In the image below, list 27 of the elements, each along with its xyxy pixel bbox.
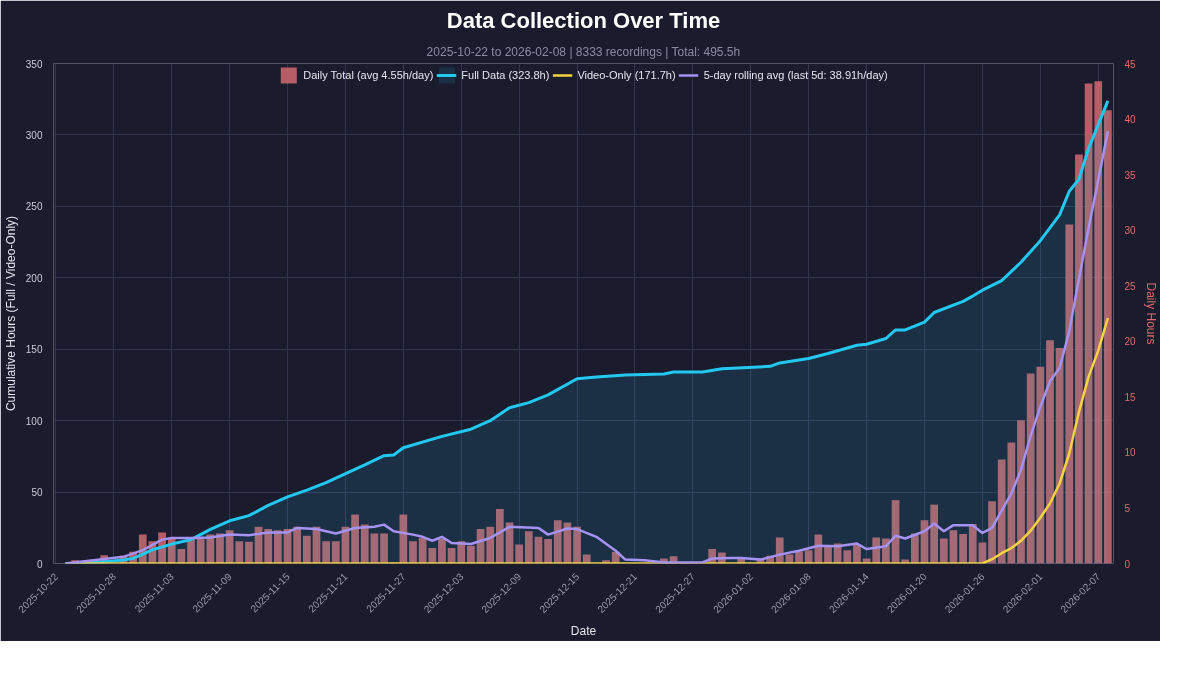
legend-label: 5-day rolling avg (last 5d: 38.91h/day)	[703, 69, 888, 81]
y2-tick-label: 15	[1124, 391, 1137, 403]
y2-tick-label: 10	[1124, 447, 1137, 459]
chart-title: Data Collection Over Time	[446, 7, 721, 33]
y2-tick-label: 25	[1124, 280, 1137, 292]
y2-tick-label: 40	[1124, 114, 1137, 126]
y-tick-label: 300	[25, 129, 43, 141]
chart-subtitle: 2025-10-22 to 2026-02-08 | 8333 recordings | Total: 495.5h	[426, 44, 741, 59]
y-tick-label: 50	[31, 487, 43, 499]
y2-tick-label: 45	[1124, 58, 1137, 70]
y2-tick-label: 5	[1124, 502, 1131, 514]
y-axis-title: Cumulative Hours (Full / Video-Only)	[3, 215, 18, 412]
legend-label: Full Data (323.8h)	[461, 69, 550, 81]
y2-tick-label: 30	[1124, 225, 1137, 237]
y-tick-label: 150	[25, 344, 43, 356]
y-tick-label: 350	[25, 58, 43, 70]
y-tick-label: 0	[36, 558, 43, 570]
legend-label: Video-Only (171.7h)	[577, 69, 676, 81]
y-tick-label: 100	[25, 415, 43, 427]
y2-tick-label: 0	[1124, 558, 1131, 570]
y2-tick-label: 20	[1124, 336, 1137, 348]
y2-tick-label: 35	[1124, 169, 1137, 181]
y2-axis-title: Daily Hours	[1143, 282, 1158, 345]
y-tick-label: 250	[25, 201, 43, 213]
x-axis-title: Date	[570, 624, 597, 639]
y-tick-label: 200	[25, 272, 43, 284]
legend-label: Daily Total (avg 4.55h/day)	[303, 69, 434, 81]
